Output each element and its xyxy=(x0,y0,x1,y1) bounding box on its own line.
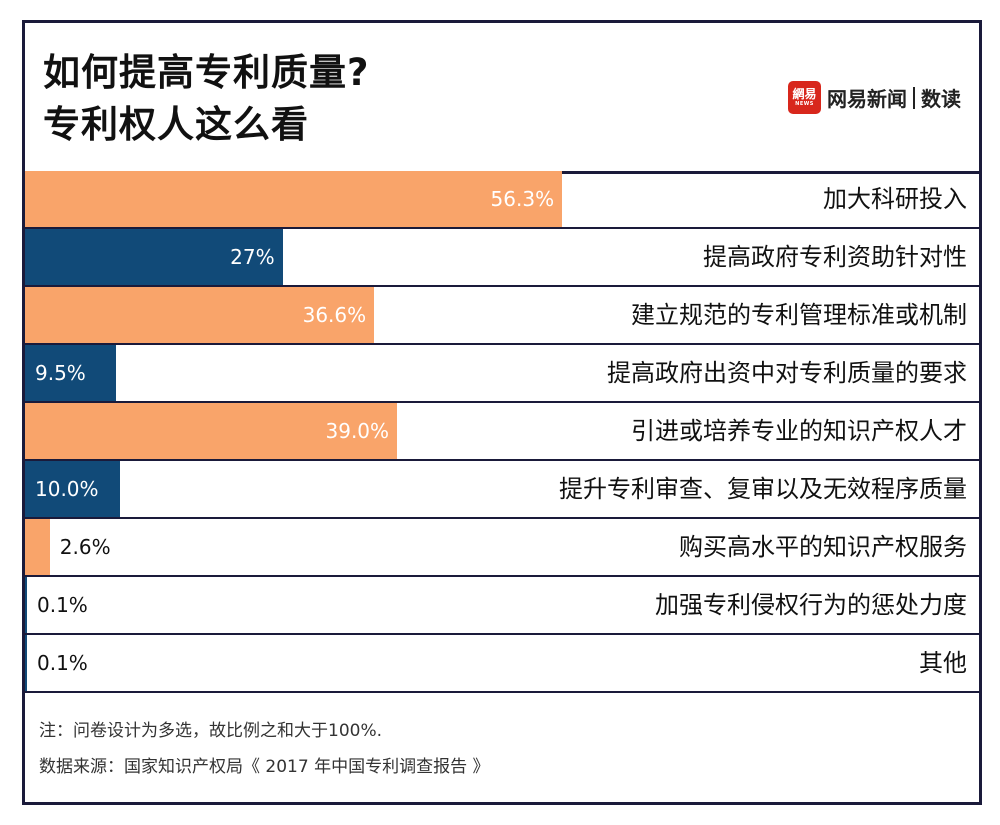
bar xyxy=(25,171,563,227)
bar xyxy=(25,229,283,285)
bar-row: 0.1% 加强专利侵权行为的惩处力度 xyxy=(25,577,979,635)
bar xyxy=(25,519,50,575)
bar-value-label: 27% xyxy=(230,245,275,269)
logo-text: 網易 xyxy=(792,87,817,101)
bar-value-label: 36.6% xyxy=(302,303,367,327)
footer-source: 数据来源：国家知识产权局《 2017 年中国专利调查报告 》 xyxy=(39,757,490,777)
bar-value-label: 39.0% xyxy=(325,419,390,443)
bar xyxy=(25,345,116,401)
bar-value-label: 0.1% xyxy=(37,593,88,617)
bar xyxy=(25,461,121,517)
bar xyxy=(25,635,27,691)
category-label: 加强专利侵权行为的惩处力度 xyxy=(655,591,967,619)
brand-separator xyxy=(913,86,915,109)
category-label: 其他 xyxy=(919,649,967,677)
bar-value-label: 0.1% xyxy=(37,651,88,675)
netease-logo-icon: 網易 NEWS xyxy=(788,81,821,114)
bar xyxy=(25,577,27,633)
category-label: 购买高水平的知识产权服务 xyxy=(679,533,967,561)
category-label: 建立规范的专利管理标准或机制 xyxy=(631,301,967,329)
footer: 注：问卷设计为多选，故比例之和大于100%. 数据来源：国家知识产权局《 201… xyxy=(39,713,489,785)
bar-row: 2.6% 购买高水平的知识产权服务 xyxy=(25,519,979,577)
bar-value-label: 9.5% xyxy=(35,361,86,385)
category-label: 提高政府专利资助针对性 xyxy=(703,243,967,271)
title-line-1: 如何提高专利质量? xyxy=(43,51,370,94)
bar-chart: 56.3% 加大科研投入 27% 提高政府专利资助针对性 36.6% 建立规范的专利管理标… xyxy=(25,171,979,696)
chart-frame: 如何提高专利质量? 专利权人这么看 網易 NEWS 网易新闻 数读 56.3% 加… xyxy=(22,20,982,805)
footer-note: 注：问卷设计为多选，故比例之和大于100%. xyxy=(39,721,383,741)
title-line-2: 专利权人这么看 xyxy=(43,103,309,146)
brand: 網易 NEWS 网易新闻 数读 xyxy=(788,81,961,114)
bar-row: 10.0% 提升专利审查、复审以及无效程序质量 xyxy=(25,461,979,519)
bar-row: 0.1% 其他 xyxy=(25,635,979,693)
bar xyxy=(25,287,375,343)
bar-value-label: 56.3% xyxy=(490,187,555,211)
bar-value-label: 2.6% xyxy=(59,535,111,559)
logo-sub: NEWS xyxy=(795,101,814,107)
bar-row: 56.3% 加大科研投入 xyxy=(25,171,979,229)
bar-row: 9.5% 提高政府出资中对专利质量的要求 xyxy=(25,345,979,403)
category-label: 提高政府出资中对专利质量的要求 xyxy=(607,359,967,387)
bar-row: 36.6% 建立规范的专利管理标准或机制 xyxy=(25,287,979,345)
category-label: 提升专利审查、复审以及无效程序质量 xyxy=(559,475,967,503)
category-label: 加大科研投入 xyxy=(823,185,967,213)
bar-row: 39.0% 引进或培养专业的知识产权人才 xyxy=(25,403,979,461)
header: 如何提高专利质量? 专利权人这么看 網易 NEWS 网易新闻 数读 xyxy=(25,23,979,174)
brand-name: 网易新闻 xyxy=(827,87,907,111)
category-label: 引进或培养专业的知识产权人才 xyxy=(631,417,967,445)
bar xyxy=(25,403,398,459)
brand-sub: 数读 xyxy=(921,87,961,111)
bar-row: 27% 提高政府专利资助针对性 xyxy=(25,229,979,287)
chart-title: 如何提高专利质量? 专利权人这么看 xyxy=(43,47,369,151)
bar-value-label: 10.0% xyxy=(35,477,99,501)
